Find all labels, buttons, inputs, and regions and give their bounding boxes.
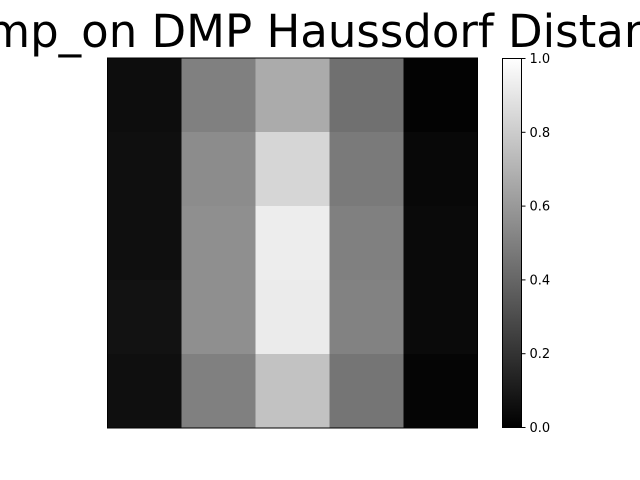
heatmap-cell-r0-c2 [255,58,330,133]
heatmap-cell-r2-c4 [403,206,478,281]
heatmap-cell-r3-c3 [329,280,404,355]
colorbar-tick-label: 1.0 [530,52,551,67]
heatmap-cell-r1-c2 [255,132,330,207]
colorbar-frame [502,58,522,428]
colorbar-tick-label: 0.8 [530,126,551,141]
heatmap-cell-r2-c1 [181,206,256,281]
heatmap-cell-r2-c0 [107,206,182,281]
heatmap-cell-r3-c4 [403,280,478,355]
colorbar-tick-label: 0.0 [530,421,551,436]
heatmap-cell-r0-c1 [181,58,256,133]
heatmap-cell-r0-c0 [107,58,182,133]
heatmap-cell-r2-c3 [329,206,404,281]
chart-title: _dmp_on DMP Haussdorf Distance [0,5,640,58]
heatmap-cell-r1-c3 [329,132,404,207]
heatmap-cell-r4-c0 [107,354,182,429]
heatmap-cell-r0-c4 [403,58,478,133]
heatmap-cell-r3-c1 [181,280,256,355]
colorbar-tick-label: 0.4 [530,273,551,288]
heatmap-frame [107,57,478,429]
colorbar-tick-label: 0.6 [530,200,551,215]
heatmap-cell-r3-c0 [107,280,182,355]
heatmap-cell-r4-c4 [403,354,478,429]
heatmap-cell-r1-c4 [403,132,478,207]
heatmap-cell-r3-c2 [255,280,330,355]
heatmap-cell-r4-c1 [181,354,256,429]
heatmap-cell-r2-c2 [255,206,330,281]
heatmap-cell-r1-c0 [107,132,182,207]
colorbar-gradient [502,58,522,428]
heatmap-cell-r1-c1 [181,132,256,207]
heatmap-cell-r4-c3 [329,354,404,429]
heatmap-cell-r4-c2 [255,354,330,429]
heatmap-cell-r0-c3 [329,58,404,133]
colorbar-tick-label: 0.2 [530,347,551,362]
